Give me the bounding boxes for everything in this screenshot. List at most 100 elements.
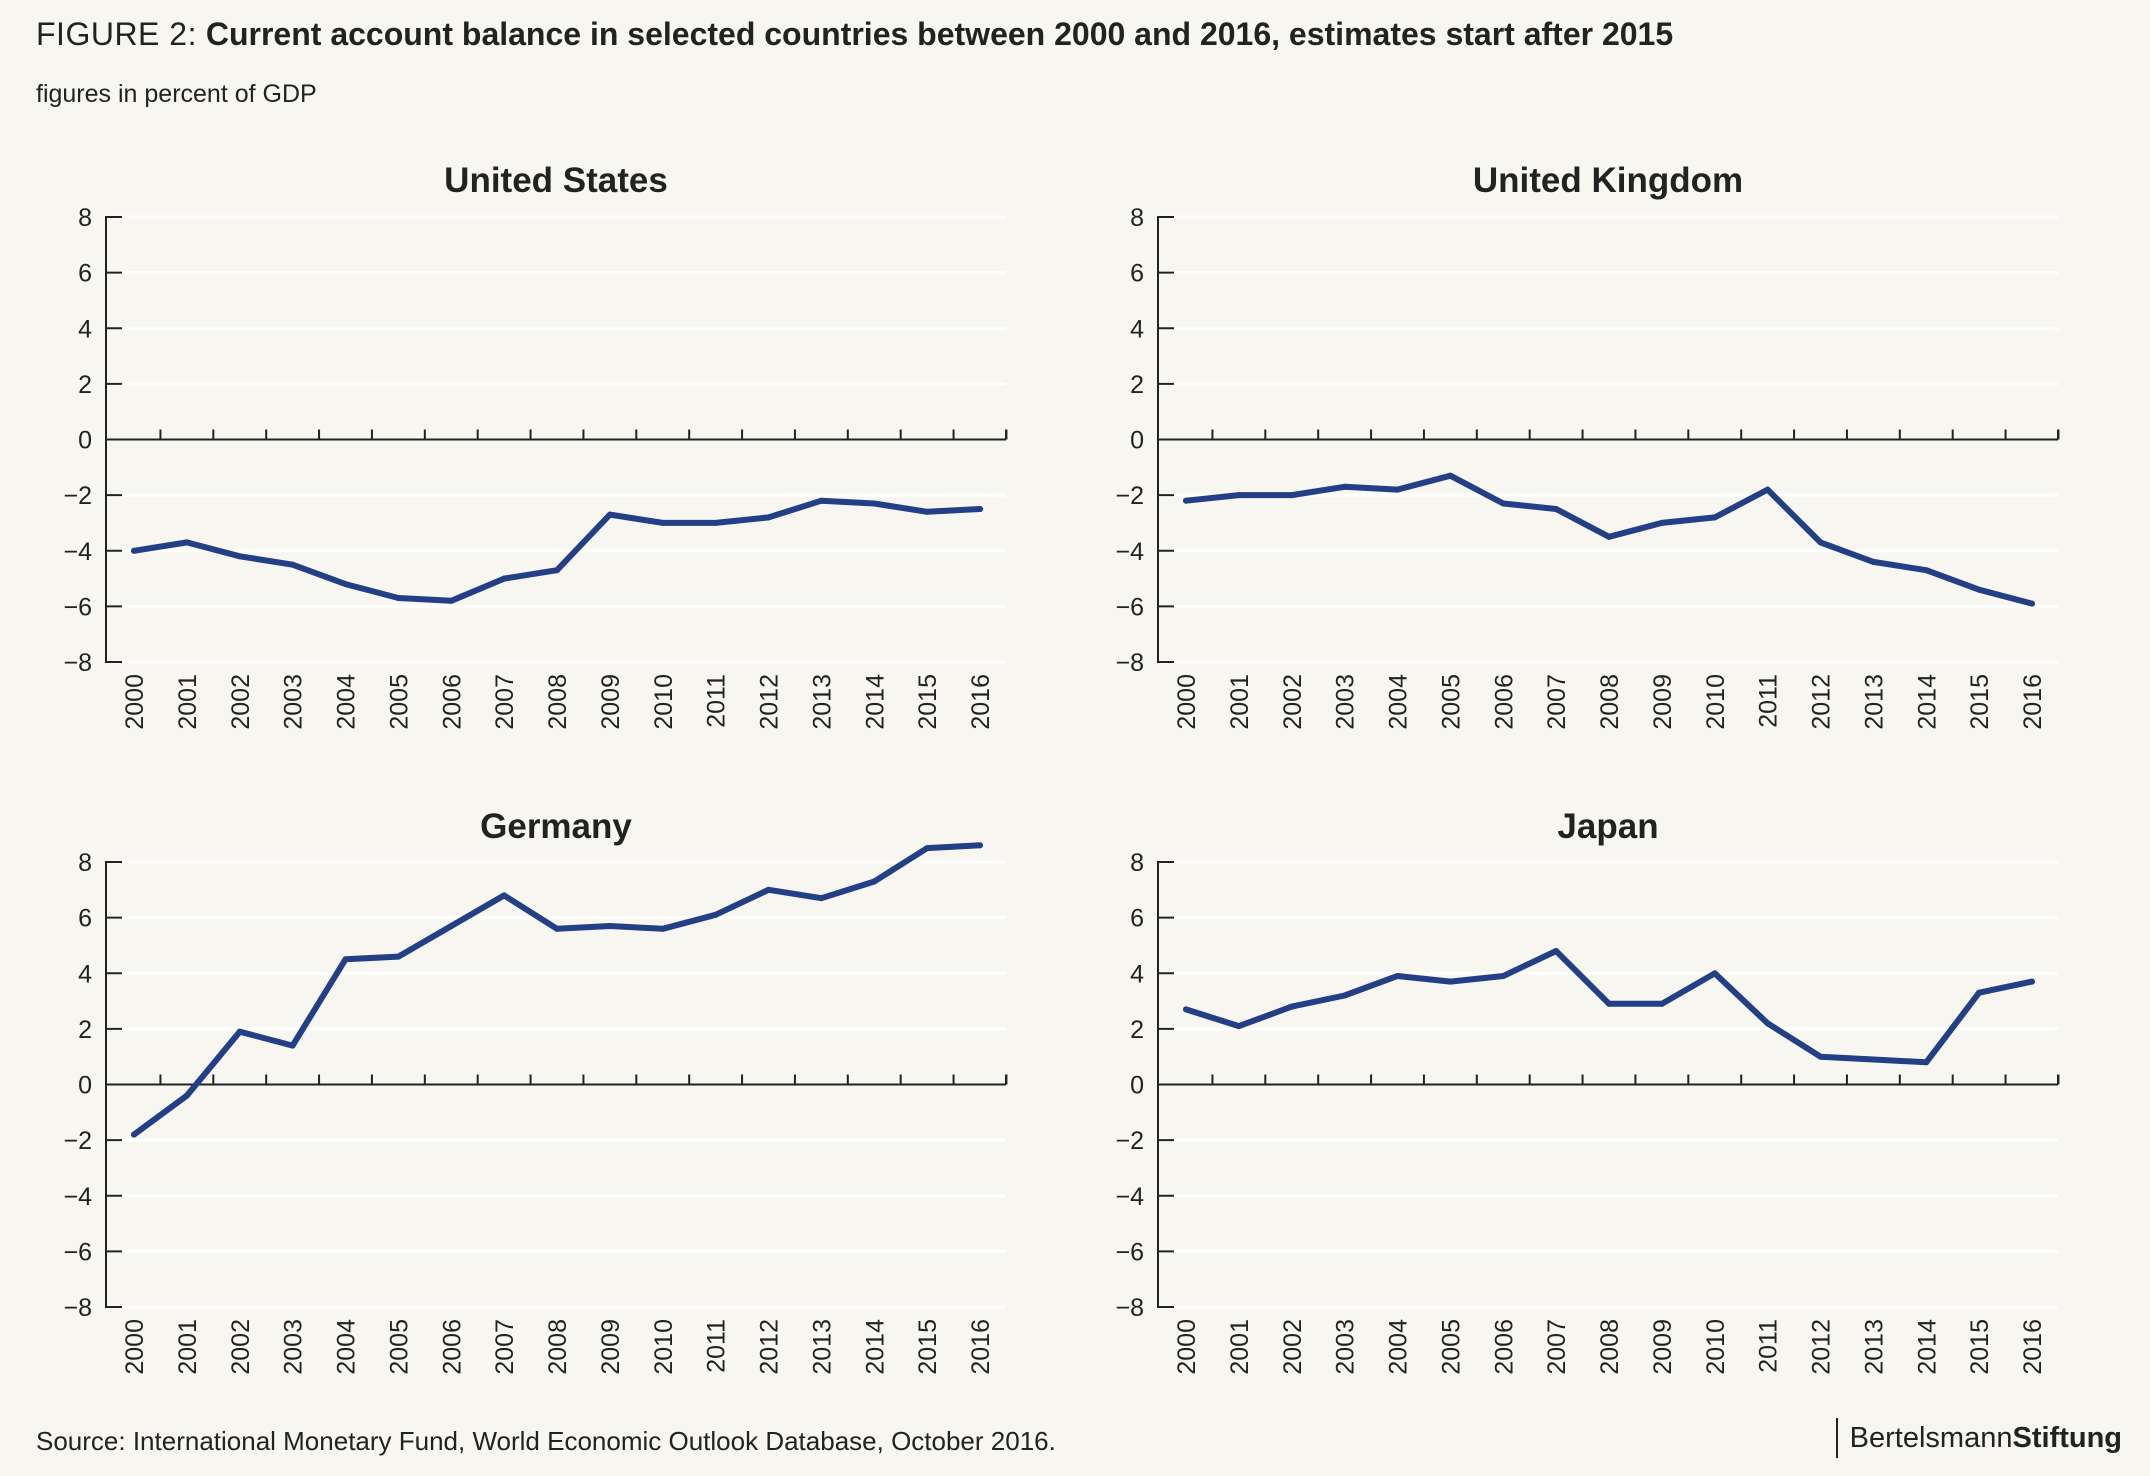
data-point xyxy=(1183,497,1189,504)
x-tick-label: 2002 xyxy=(1279,1319,1307,1375)
data-point xyxy=(818,497,825,504)
data-point xyxy=(395,953,402,960)
data-point xyxy=(659,519,666,526)
y-tick-label: 0 xyxy=(78,427,92,455)
x-tick-label: 2009 xyxy=(597,674,625,730)
x-tick-label: 2014 xyxy=(861,674,889,730)
data-point xyxy=(1658,519,1665,526)
x-tick-label: 2005 xyxy=(385,674,413,730)
x-tick-label: 2015 xyxy=(914,1319,942,1375)
data-point xyxy=(1923,1059,1930,1066)
y-tick-label: 6 xyxy=(78,905,92,933)
x-tick-label: 2013 xyxy=(1860,1319,1888,1375)
x-tick-label: 2001 xyxy=(174,674,202,730)
data-point xyxy=(1711,514,1718,521)
x-tick-label: 2012 xyxy=(756,674,784,730)
data-point xyxy=(289,561,296,568)
data-point xyxy=(554,925,560,932)
chart-panel: Germany 8 6 4 2 0 −2 −4 −6 −8 2000 2001 2002 2003 2004… xyxy=(63,807,1008,1375)
x-tick-label: 2009 xyxy=(1649,1319,1677,1375)
x-tick-label: 2006 xyxy=(438,674,466,730)
y-tick-label: 0 xyxy=(1130,1072,1144,1100)
y-tick-label: 6 xyxy=(78,260,92,288)
y-tick-label: −4 xyxy=(1115,538,1144,566)
data-point xyxy=(131,1131,137,1138)
panel-title: Japan xyxy=(1557,807,1658,846)
x-tick-label: 2002 xyxy=(227,674,255,730)
x-tick-label: 2010 xyxy=(1702,1319,1730,1375)
data-point xyxy=(2029,978,2035,985)
x-tick-label: 2000 xyxy=(1173,1319,1201,1375)
chart-panel: Japan 8 6 4 2 0 −2 −4 −6 −8 2000 2001 2002 2003 2004 20… xyxy=(1115,807,2060,1375)
x-tick-label: 2004 xyxy=(333,674,361,730)
x-tick-label: 2012 xyxy=(756,1319,784,1375)
data-point xyxy=(1817,539,1824,546)
y-tick-label: 2 xyxy=(78,371,92,399)
data-point xyxy=(606,922,613,929)
x-tick-label: 2014 xyxy=(1913,674,1941,730)
y-tick-label: −4 xyxy=(1115,1183,1144,1211)
panel-title: United Kingdom xyxy=(1473,161,1743,200)
data-point xyxy=(236,553,243,560)
data-point xyxy=(1870,558,1877,565)
figure-subtitle: figures in percent of GDP xyxy=(36,80,317,108)
data-point xyxy=(1817,1053,1824,1060)
x-tick-label: 2015 xyxy=(914,674,942,730)
data-point xyxy=(1553,506,1560,513)
y-tick-label: 8 xyxy=(1130,849,1144,877)
y-tick-label: 6 xyxy=(1130,905,1144,933)
x-tick-label: 2005 xyxy=(1437,1319,1465,1375)
data-point xyxy=(606,511,613,518)
x-tick-label: 2001 xyxy=(1226,1319,1254,1375)
data-point xyxy=(1235,1023,1242,1030)
data-point xyxy=(871,500,878,507)
x-tick-label: 2000 xyxy=(121,1319,149,1375)
y-tick-label: −6 xyxy=(1115,1238,1144,1266)
x-tick-label: 2011 xyxy=(1755,1319,1783,1373)
y-tick-label: −4 xyxy=(63,1183,92,1211)
x-tick-label: 2001 xyxy=(1226,674,1254,730)
brand-logo: BertelsmannStiftung xyxy=(1835,1418,2122,1458)
data-point xyxy=(1606,533,1612,540)
brand-part1: Bertelsmann xyxy=(1849,1422,2013,1454)
data-point xyxy=(712,911,719,918)
x-tick-label: 2003 xyxy=(280,674,308,730)
x-tick-label: 2006 xyxy=(1490,674,1518,730)
x-tick-label: 2004 xyxy=(1385,674,1413,730)
y-tick-label: −4 xyxy=(63,538,92,566)
data-point xyxy=(1500,973,1507,980)
x-tick-label: 2008 xyxy=(544,1319,572,1375)
data-point xyxy=(659,925,666,932)
data-point xyxy=(1923,567,1930,574)
x-tick-label: 2003 xyxy=(280,1319,308,1375)
x-tick-label: 2014 xyxy=(861,1319,889,1375)
source-note: Source: International Monetary Fund, Wor… xyxy=(36,1426,1056,1456)
x-tick-label: 2016 xyxy=(2019,1319,2047,1375)
chart-panel: United States 8 6 4 2 0 −2 −4 −6 −8 2000 2001 2002 20… xyxy=(63,161,1008,730)
y-tick-label: −2 xyxy=(63,1127,92,1155)
y-tick-label: 2 xyxy=(1130,371,1144,399)
x-tick-label: 2007 xyxy=(1543,1319,1571,1375)
x-tick-label: 2009 xyxy=(1649,674,1677,730)
x-tick-label: 2011 xyxy=(1755,674,1783,728)
data-point xyxy=(183,539,190,546)
figure-label: FIGURE 2: xyxy=(36,16,197,52)
y-tick-label: 2 xyxy=(1130,1016,1144,1044)
data-point xyxy=(1447,472,1454,479)
brand-part2: Stiftung xyxy=(2012,1422,2122,1454)
data-point xyxy=(1235,492,1242,499)
x-tick-label: 2010 xyxy=(650,674,678,730)
panel-title: United States xyxy=(444,161,668,200)
x-tick-label: 2016 xyxy=(2019,674,2047,730)
data-point xyxy=(1341,992,1348,999)
data-point xyxy=(131,547,137,554)
data-point xyxy=(342,581,349,588)
data-point xyxy=(871,878,878,885)
data-point xyxy=(1183,1006,1189,1013)
panel-title: Germany xyxy=(480,807,632,846)
data-point xyxy=(818,895,825,902)
x-tick-label: 2015 xyxy=(1966,1319,1994,1375)
y-tick-label: −8 xyxy=(1115,1294,1144,1322)
x-tick-label: 2005 xyxy=(385,1319,413,1375)
